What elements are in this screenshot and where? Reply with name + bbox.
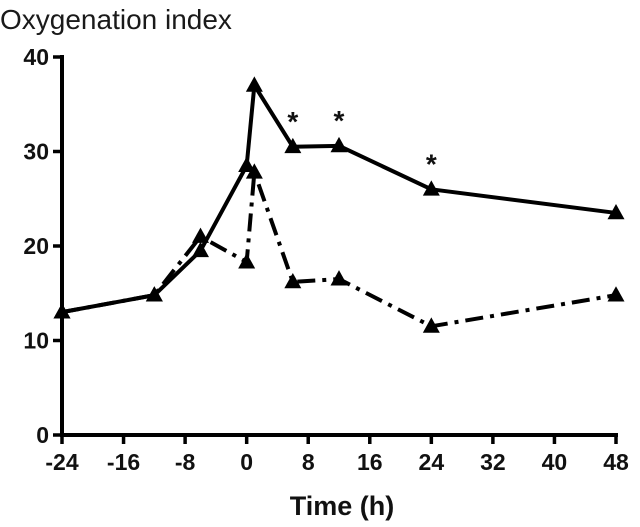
series-2-marker [284, 272, 302, 289]
significance-asterisk: * [426, 148, 437, 179]
x-tick-label: 40 [542, 449, 568, 475]
series-1-marker [192, 241, 209, 258]
series-2-marker [192, 227, 209, 243]
axes: 0 10 20 30 40 -24 -16 -8 0 8 16 24 32 40 48 [23, 44, 629, 475]
significance-asterisk: * [334, 105, 345, 136]
significance-asterisk: * [287, 106, 298, 137]
chart-title: Oxygenation index [0, 4, 232, 35]
series-1-marker [245, 76, 263, 92]
y-tick-label: 10 [23, 328, 49, 354]
x-tick-label: 8 [302, 449, 315, 475]
plot-area: * * * [53, 76, 625, 333]
series-2-marker [607, 286, 625, 302]
x-tick-label: 24 [419, 449, 445, 475]
y-tick-label: 40 [23, 44, 49, 70]
y-tick-label: 30 [23, 139, 49, 165]
series-line-2 [61, 170, 617, 329]
series-1-marker [607, 204, 625, 220]
y-tick-label: 20 [23, 233, 49, 259]
series-1-marker [330, 136, 348, 153]
series-1-marker [284, 137, 302, 154]
x-axis-label: Time (h) [290, 491, 395, 521]
y-tick-label: 0 [36, 422, 49, 448]
series-1-marker [238, 156, 256, 173]
series-2-marker [245, 163, 263, 179]
x-tick-label: 0 [240, 449, 253, 475]
x-tick-label: -8 [175, 449, 196, 475]
x-tick-label: 48 [603, 449, 629, 475]
x-tick-label: 32 [480, 449, 506, 475]
x-tick-label: 16 [357, 449, 383, 475]
series-2-marker [330, 270, 348, 286]
series-2-marker [53, 303, 71, 319]
series-2-marker [238, 253, 256, 269]
x-tick-label: -16 [107, 449, 140, 475]
series-2-marker [145, 286, 163, 302]
x-tick-label: -24 [45, 449, 78, 475]
series-1-marker [422, 180, 440, 196]
series-2-marker [422, 317, 440, 333]
